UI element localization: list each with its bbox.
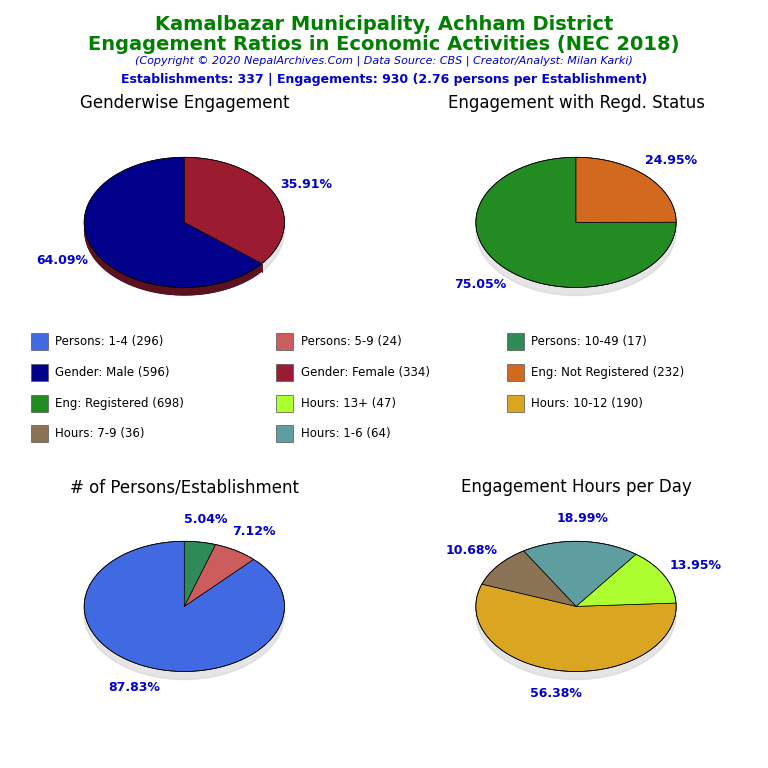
Text: 13.95%: 13.95% [670, 558, 721, 571]
Text: Eng: Registered (698): Eng: Registered (698) [55, 397, 184, 409]
Polygon shape [84, 157, 262, 287]
Polygon shape [84, 227, 262, 296]
Text: Establishments: 337 | Engagements: 930 (2.76 persons per Establishment): Establishments: 337 | Engagements: 930 (… [121, 73, 647, 86]
Text: # of Persons/Establishment: # of Persons/Establishment [70, 478, 299, 496]
Text: 18.99%: 18.99% [556, 512, 608, 525]
Polygon shape [524, 541, 636, 607]
Text: 5.04%: 5.04% [184, 513, 227, 526]
Text: 56.38%: 56.38% [530, 687, 582, 700]
Text: Hours: 10-12 (190): Hours: 10-12 (190) [531, 397, 644, 409]
Ellipse shape [84, 165, 284, 296]
Text: 7.12%: 7.12% [232, 525, 276, 538]
Ellipse shape [476, 549, 676, 680]
Text: Kamalbazar Municipality, Achham District: Kamalbazar Municipality, Achham District [155, 15, 613, 35]
Text: 64.09%: 64.09% [36, 253, 88, 266]
Text: Engagement with Regd. Status: Engagement with Regd. Status [448, 94, 704, 112]
Text: Hours: 1-6 (64): Hours: 1-6 (64) [301, 428, 391, 440]
Text: Persons: 5-9 (24): Persons: 5-9 (24) [301, 336, 402, 348]
Polygon shape [476, 157, 676, 287]
Text: 10.68%: 10.68% [445, 545, 497, 558]
Text: Genderwise Engagement: Genderwise Engagement [80, 94, 289, 112]
Polygon shape [482, 551, 576, 607]
Polygon shape [184, 541, 216, 607]
Text: Eng: Not Registered (232): Eng: Not Registered (232) [531, 366, 685, 379]
Polygon shape [84, 227, 262, 296]
Text: Gender: Male (596): Gender: Male (596) [55, 366, 170, 379]
Text: Engagement Ratios in Economic Activities (NEC 2018): Engagement Ratios in Economic Activities… [88, 35, 680, 54]
Text: 35.91%: 35.91% [280, 178, 333, 191]
Polygon shape [576, 554, 676, 607]
Ellipse shape [476, 165, 676, 296]
Polygon shape [576, 157, 676, 223]
Text: 75.05%: 75.05% [455, 278, 507, 291]
Text: (Copyright © 2020 NepalArchives.Com | Data Source: CBS | Creator/Analyst: Milan : (Copyright © 2020 NepalArchives.Com | Da… [135, 55, 633, 66]
Polygon shape [184, 157, 284, 263]
Text: Persons: 1-4 (296): Persons: 1-4 (296) [55, 336, 164, 348]
Polygon shape [476, 584, 676, 671]
Text: 24.95%: 24.95% [645, 154, 697, 167]
Text: Persons: 10-49 (17): Persons: 10-49 (17) [531, 336, 647, 348]
Text: Gender: Female (334): Gender: Female (334) [301, 366, 430, 379]
Text: Hours: 7-9 (36): Hours: 7-9 (36) [55, 428, 145, 440]
Polygon shape [84, 541, 284, 671]
Ellipse shape [84, 549, 284, 680]
Text: Engagement Hours per Day: Engagement Hours per Day [461, 478, 691, 496]
Polygon shape [184, 545, 253, 607]
Text: Hours: 13+ (47): Hours: 13+ (47) [301, 397, 396, 409]
Text: 87.83%: 87.83% [108, 681, 160, 694]
